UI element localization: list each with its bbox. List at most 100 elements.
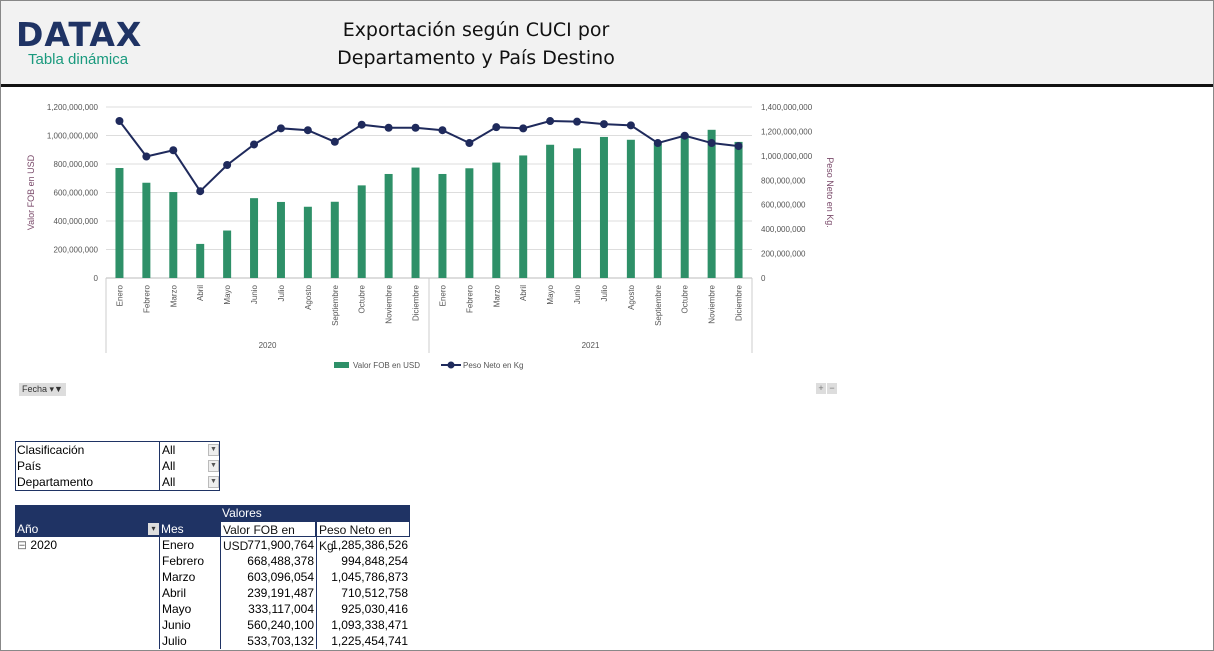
line-point bbox=[599, 120, 608, 129]
line-point bbox=[330, 137, 339, 146]
x-tick-label: Enero bbox=[115, 284, 124, 306]
fob-header: Valor FOB en USD bbox=[220, 521, 316, 553]
pivot-table: Valores Año ▾ Mes Valor FOB en USD Peso N… bbox=[15, 505, 410, 649]
title-line-1: Exportación según CUCI por bbox=[342, 19, 610, 41]
peso-cell: 1,285,386,526 bbox=[316, 537, 410, 553]
x-tick-label: Abril bbox=[196, 285, 205, 301]
peso-cell: 1,045,786,873 bbox=[316, 569, 410, 585]
group-label: 2021 bbox=[582, 341, 600, 350]
line-point bbox=[250, 140, 259, 149]
bar bbox=[653, 143, 662, 278]
fob-cell: 333,117,004 bbox=[220, 601, 316, 617]
month-cell: Junio bbox=[159, 617, 220, 633]
x-tick-label: Septiembre bbox=[654, 284, 663, 325]
line-point bbox=[519, 124, 528, 133]
year-cell[interactable]: ⊟ 2020 bbox=[17, 538, 58, 552]
table-row: Junio 560,240,100 1,093,338,471 bbox=[15, 617, 410, 633]
table-row: Abril 239,191,487 710,512,758 bbox=[15, 585, 410, 601]
line-point bbox=[492, 123, 501, 132]
fob-cell: 239,191,487 bbox=[220, 585, 316, 601]
line-point bbox=[223, 161, 232, 170]
year-header: Año ▾ bbox=[15, 521, 159, 537]
table-row: ⊟ 2020 Enero 771,900,764 1,285,386,526 bbox=[15, 537, 410, 553]
x-tick-label: Febrero bbox=[142, 284, 151, 313]
y2-axis-title: Peso Neto en Kg. bbox=[825, 157, 835, 228]
line-point bbox=[115, 116, 124, 125]
filter-row-clasificacion: Clasificación All ▼ bbox=[16, 442, 219, 458]
bar bbox=[169, 192, 178, 278]
bar bbox=[519, 155, 528, 278]
filter-dropdown[interactable]: All ▼ bbox=[160, 458, 219, 474]
line-point bbox=[573, 117, 582, 126]
peso-cell: 994,848,254 bbox=[316, 553, 410, 569]
bar bbox=[707, 129, 716, 278]
x-tick-label: Marzo bbox=[169, 284, 178, 307]
collapse-button[interactable]: − bbox=[827, 383, 837, 394]
y2-tick-label: 400,000,000 bbox=[761, 225, 806, 234]
line-point bbox=[653, 139, 662, 148]
dropdown-arrow-icon[interactable]: ▼ bbox=[208, 460, 219, 472]
expand-button[interactable]: + bbox=[816, 383, 826, 394]
y2-tick-label: 200,000,000 bbox=[761, 250, 806, 259]
filter-row-departamento: Departamento All ▼ bbox=[16, 474, 219, 490]
month-cell: Mayo bbox=[159, 601, 220, 617]
table-row: Julio 533,703,132 1,225,454,741 bbox=[15, 633, 410, 649]
bar bbox=[357, 185, 366, 278]
x-tick-label: Marzo bbox=[492, 284, 501, 307]
y2-tick-label: 1,400,000,000 bbox=[761, 103, 813, 112]
filter-icon[interactable]: ▾ bbox=[148, 523, 159, 535]
line-point bbox=[546, 117, 555, 126]
x-tick-label: Noviembre bbox=[708, 284, 717, 323]
x-tick-label: Julio bbox=[277, 284, 286, 301]
fecha-label: Fecha bbox=[22, 384, 48, 394]
x-tick-label: Octubre bbox=[681, 284, 690, 313]
line-point bbox=[465, 139, 474, 148]
bar bbox=[546, 144, 555, 278]
values-label: Valores bbox=[222, 506, 262, 520]
y-tick-label: 200,000,000 bbox=[54, 246, 99, 255]
peso-header: Peso Neto en Kg bbox=[316, 521, 410, 553]
x-tick-label: Enero bbox=[438, 284, 447, 306]
filter-label: País bbox=[16, 458, 160, 474]
x-tick-label: Octubre bbox=[358, 284, 367, 313]
datax-logo: DATAX bbox=[16, 15, 143, 54]
year-cell bbox=[15, 569, 159, 585]
filter-label: Clasificación bbox=[16, 442, 160, 458]
line-point bbox=[357, 120, 366, 129]
collapse-icon: ⊟ bbox=[17, 538, 28, 552]
year-cell bbox=[15, 585, 159, 601]
bar bbox=[411, 167, 420, 278]
fob-cell: 533,703,132 bbox=[220, 633, 316, 649]
line-point bbox=[680, 131, 689, 140]
year-cell bbox=[15, 601, 159, 617]
filter-row-pais: País All ▼ bbox=[16, 458, 219, 474]
fecha-filter-button[interactable]: Fecha ▾▼ bbox=[19, 383, 66, 396]
x-tick-label: Noviembre bbox=[385, 284, 394, 323]
y-tick-label: 600,000,000 bbox=[54, 189, 99, 198]
report-filters: Clasificación All ▼ País All ▼ Departamento A… bbox=[15, 441, 220, 491]
bar bbox=[223, 230, 232, 278]
month-cell: Abril bbox=[159, 585, 220, 601]
filter-label: Departamento bbox=[16, 474, 160, 490]
zoom-controls: + − bbox=[815, 383, 837, 394]
x-tick-label: Abril bbox=[519, 285, 528, 301]
year-cell bbox=[15, 553, 159, 569]
x-tick-label: Agosto bbox=[627, 284, 636, 309]
dropdown-arrow-icon[interactable]: ▼ bbox=[208, 476, 219, 488]
bar bbox=[276, 201, 285, 278]
line-point bbox=[707, 139, 716, 148]
dropdown-arrow-icon[interactable]: ▼ bbox=[208, 444, 219, 456]
bar bbox=[330, 201, 339, 278]
combo-chart: 0 200,000,000 400,000,000 600,000,000 800,00… bbox=[26, 103, 835, 370]
bar bbox=[438, 173, 447, 278]
bar bbox=[573, 148, 582, 278]
y-tick-label: 800,000,000 bbox=[54, 160, 99, 169]
bar bbox=[599, 136, 608, 278]
bar bbox=[680, 134, 689, 278]
x-tick-label: Febrero bbox=[465, 284, 474, 313]
line-point bbox=[169, 146, 178, 155]
filter-dropdown[interactable]: All ▼ bbox=[160, 442, 219, 458]
filter-dropdown[interactable]: All ▼ bbox=[160, 474, 219, 490]
y2-tick-label: 800,000,000 bbox=[761, 176, 806, 185]
x-tick-label: Junio bbox=[250, 284, 259, 304]
